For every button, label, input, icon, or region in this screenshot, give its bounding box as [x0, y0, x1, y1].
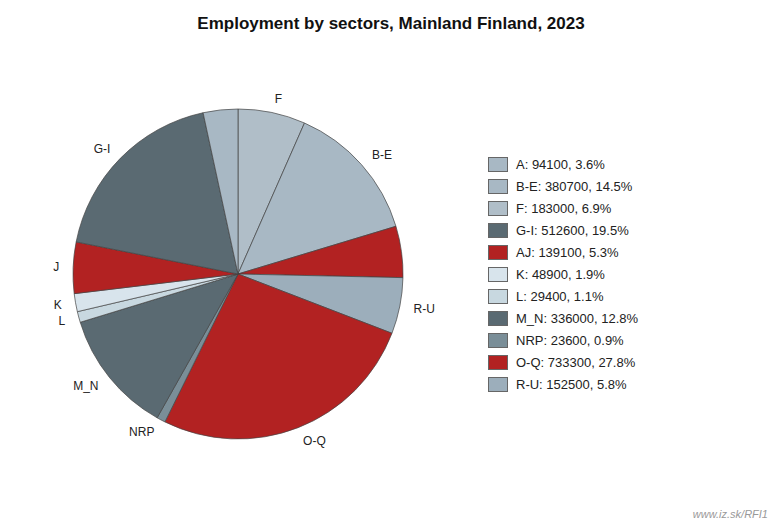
html-text:L: 29400, 1.1%: L: 29400, 1.1%: [516, 288, 604, 304]
html-text:O-Q: 733300, 27.8%: O-Q: 733300, 27.8%: [516, 354, 636, 370]
html-text:B-E: 380700, 14.5%: B-E: 380700, 14.5%: [516, 178, 633, 194]
svg-text:F: F: [275, 92, 282, 106]
svg-text:G-I: G-I: [94, 142, 111, 156]
svg-text:J: J: [53, 260, 59, 274]
html-text:AJ: 139100, 5.3%: AJ: 139100, 5.3%: [516, 244, 619, 260]
svg-text:L: L: [58, 314, 65, 328]
svg-text:K: K: [54, 298, 62, 312]
svg-text:O-Q: O-Q: [303, 434, 326, 448]
svg-text:B-E: B-E: [372, 148, 392, 162]
html-text:R-U: 152500, 5.8%: R-U: 152500, 5.8%: [516, 376, 627, 392]
svg-text:R-U: R-U: [414, 302, 435, 316]
html-text:M_N: 336000, 12.8%: M_N: 336000, 12.8%: [516, 310, 639, 326]
html-text:A: 94100, 3.6%: A: 94100, 3.6%: [516, 156, 605, 172]
html-text:Employment by sectors, Mainlan: Employment by sectors, Mainland Finland,…: [197, 14, 585, 33]
svg-text:M_N: M_N: [73, 379, 98, 393]
html-text:NRP: 23600, 0.9%: NRP: 23600, 0.9%: [516, 332, 624, 348]
svg-text:NRP: NRP: [129, 425, 154, 439]
html-text:G-I: 512600, 19.5%: G-I: 512600, 19.5%: [516, 222, 629, 238]
html-text:K: 48900, 1.9%: K: 48900, 1.9%: [516, 266, 605, 282]
html-text:F: 183000, 6.9%: F: 183000, 6.9%: [516, 200, 612, 216]
html-text:www.iz.sk/RFI1: www.iz.sk/RFI1: [692, 508, 768, 520]
